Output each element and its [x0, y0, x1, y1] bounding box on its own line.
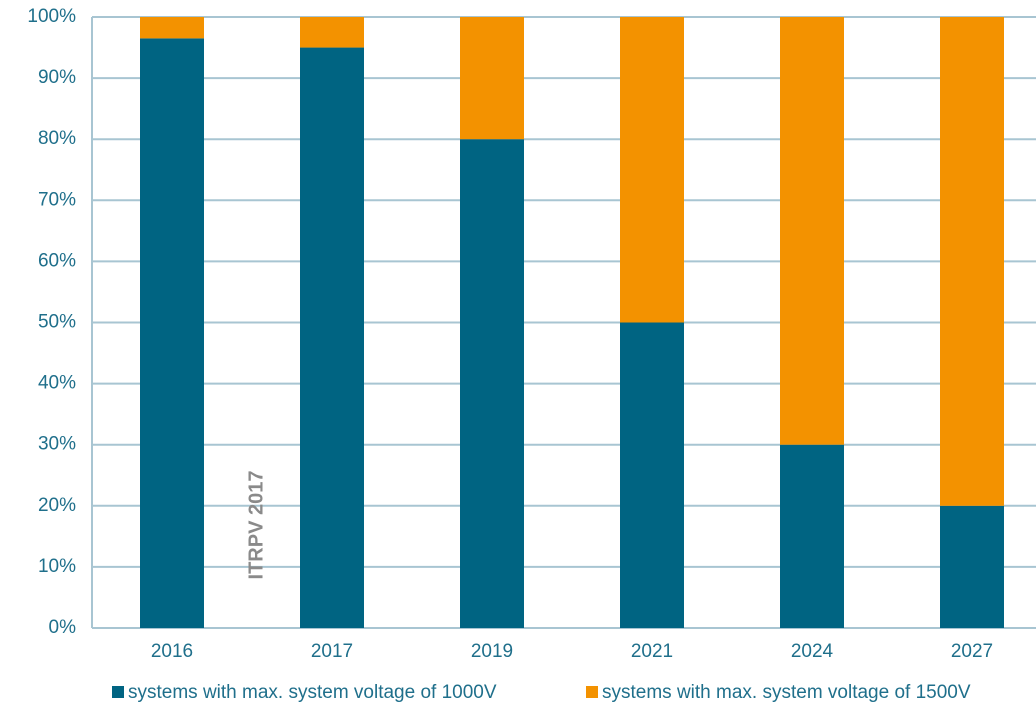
bar-segment: [620, 322, 684, 628]
y-tick-label: 90%: [38, 67, 76, 88]
annotation: ITRPV 2017: [245, 471, 267, 580]
bar-segment: [620, 17, 684, 323]
x-tick-label: 2027: [951, 641, 993, 662]
bar-segment: [140, 38, 204, 628]
bar-segment: [460, 17, 524, 140]
y-tick-label: 20%: [38, 495, 76, 516]
y-tick-label: 80%: [38, 128, 76, 149]
x-tick-label: 2017: [311, 641, 353, 662]
x-tick-label: 2024: [791, 641, 834, 662]
legend-swatch: [112, 686, 124, 698]
y-tick-label: 100%: [27, 6, 76, 27]
y-tick-label: 30%: [38, 434, 76, 455]
y-tick-label: 60%: [38, 250, 76, 271]
y-tick-label: 0%: [49, 617, 77, 638]
x-tick-label: 2019: [471, 641, 513, 662]
bar-segment: [940, 505, 1004, 628]
x-tick-label: 2016: [151, 641, 193, 662]
bar-segment: [460, 139, 524, 628]
bar-segment: [940, 17, 1004, 506]
x-tick-label: 2021: [631, 641, 673, 662]
y-tick-label: 10%: [38, 556, 76, 577]
bar-segment: [140, 17, 204, 39]
bar-segment: [300, 47, 364, 629]
y-tick-label: 40%: [38, 373, 76, 394]
legend-label: systems with max. system voltage of 1500…: [602, 682, 971, 703]
legend-swatch: [586, 686, 598, 698]
bar-segment: [780, 17, 844, 445]
y-tick-label: 50%: [38, 312, 76, 333]
bar-segment: [300, 17, 364, 48]
legend-label: systems with max. system voltage of 1000…: [128, 682, 497, 703]
y-tick-label: 70%: [38, 189, 76, 210]
bar-segment: [780, 444, 844, 628]
